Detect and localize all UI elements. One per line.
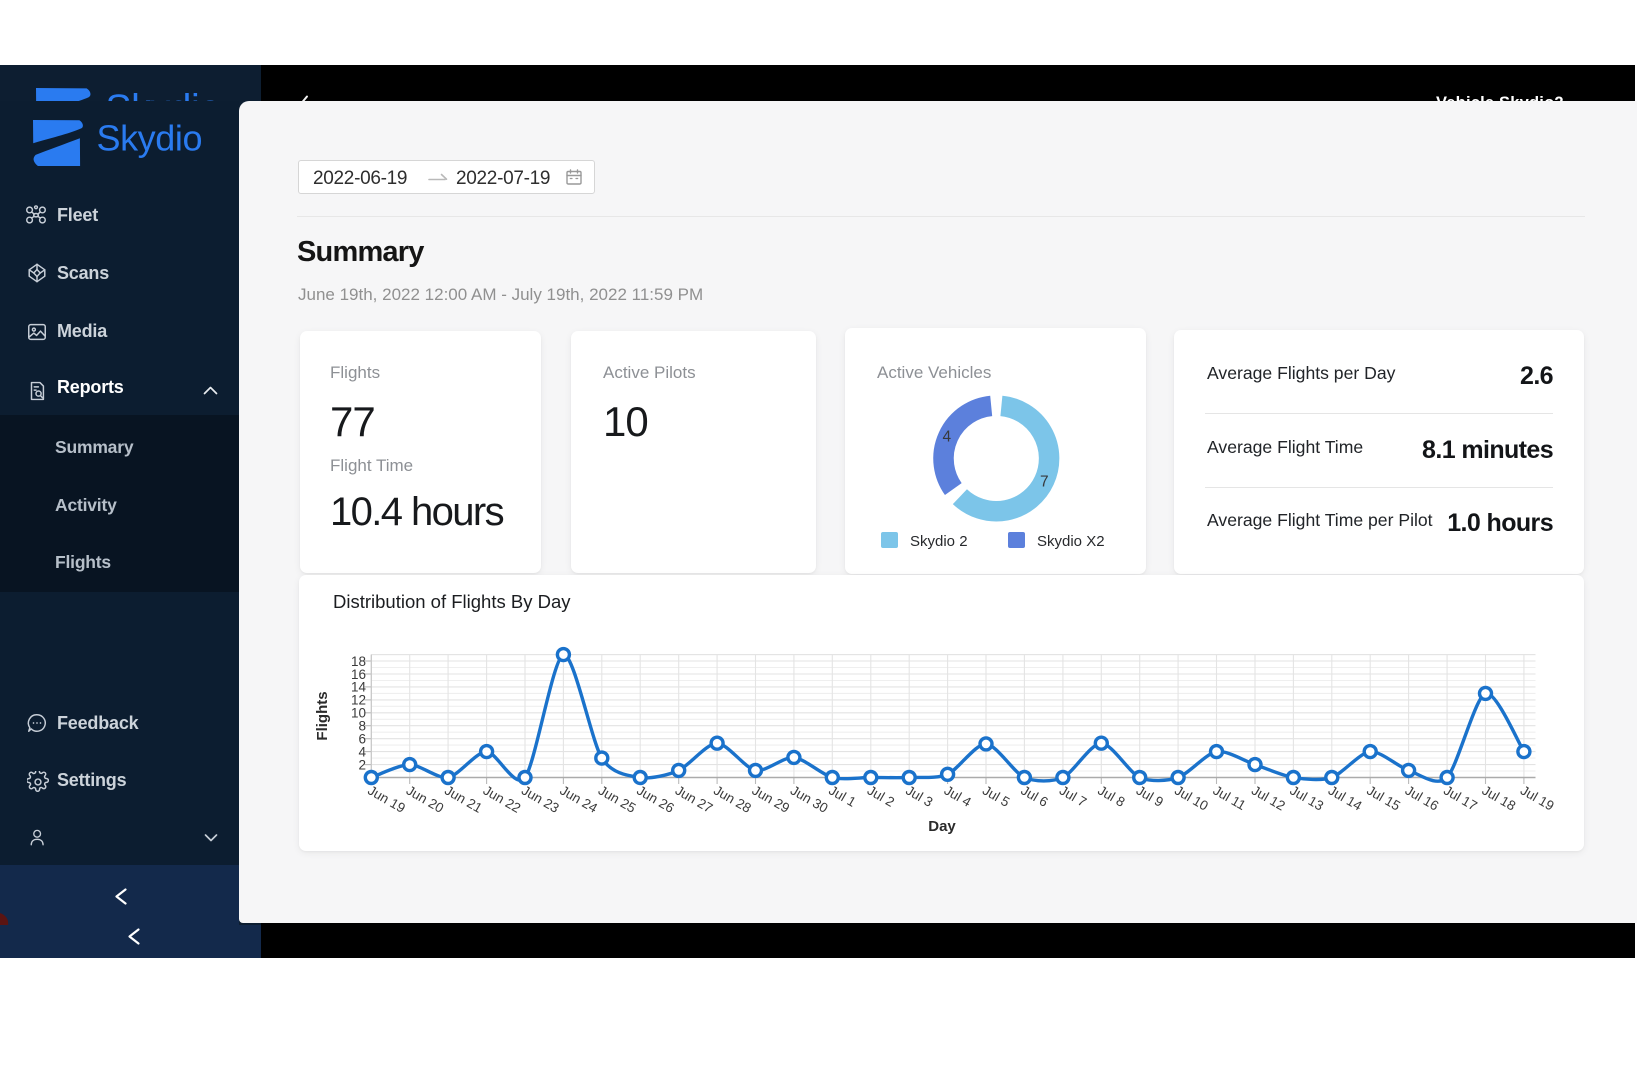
svg-text:Jun 30: Jun 30: [788, 783, 831, 816]
svg-text:Jul 1: Jul 1: [826, 783, 858, 810]
svg-text:10: 10: [351, 706, 366, 721]
svg-text:Jul 7: Jul 7: [1057, 783, 1089, 810]
svg-text:18: 18: [351, 654, 366, 669]
svg-text:Jul 6: Jul 6: [1018, 783, 1050, 810]
svg-text:4: 4: [358, 744, 366, 759]
svg-text:Flights: Flights: [314, 691, 331, 740]
svg-text:Jun 20: Jun 20: [404, 783, 447, 816]
svg-text:6: 6: [358, 732, 366, 747]
svg-text:12: 12: [351, 693, 366, 708]
svg-text:Skydio: Skydio: [106, 88, 222, 130]
svg-text:8: 8: [358, 719, 366, 734]
svg-text:Jul 4: Jul 4: [942, 783, 975, 810]
svg-text:Jul 5: Jul 5: [980, 783, 1012, 810]
svg-text:Jun 25: Jun 25: [596, 783, 639, 816]
svg-text:7: 7: [1040, 474, 1049, 491]
svg-text:Jul 11: Jul 11: [1211, 783, 1249, 814]
svg-text:Jul 14: Jul 14: [1326, 783, 1365, 814]
svg-text:Jul 2: Jul 2: [865, 783, 897, 810]
svg-text:Jun 24: Jun 24: [557, 783, 600, 817]
svg-text:Jun 29: Jun 29: [750, 783, 793, 816]
svg-text:Day: Day: [928, 818, 956, 835]
svg-text:Jul 12: Jul 12: [1249, 783, 1288, 814]
svg-text:Jul 3: Jul 3: [903, 783, 935, 810]
svg-text:Jul 13: Jul 13: [1287, 783, 1326, 814]
svg-text:Jun 19: Jun 19: [365, 783, 408, 816]
svg-text:Jul 10: Jul 10: [1172, 783, 1211, 814]
svg-text:2: 2: [358, 757, 366, 772]
svg-text:Jul 16: Jul 16: [1403, 783, 1442, 814]
svg-text:Jul 15: Jul 15: [1364, 783, 1403, 814]
svg-text:16: 16: [351, 667, 366, 682]
svg-text:Jul 8: Jul 8: [1095, 783, 1127, 810]
svg-text:14: 14: [351, 680, 367, 695]
svg-text:Jul 9: Jul 9: [1134, 783, 1166, 810]
svg-text:Jul 17: Jul 17: [1441, 783, 1480, 814]
svg-text:Jun 26: Jun 26: [634, 783, 677, 816]
svg-text:Skydio: Skydio: [97, 120, 203, 159]
svg-text:Jun 27: Jun 27: [673, 783, 716, 816]
svg-text:Jun 28: Jun 28: [711, 783, 754, 816]
svg-text:Jul 18: Jul 18: [1480, 783, 1519, 814]
svg-text:Jun 22: Jun 22: [481, 783, 524, 816]
svg-text:4: 4: [943, 429, 952, 446]
svg-text:Jun 23: Jun 23: [519, 783, 562, 816]
svg-text:Jul 19: Jul 19: [1518, 783, 1557, 814]
svg-text:Jun 21: Jun 21: [442, 783, 485, 816]
